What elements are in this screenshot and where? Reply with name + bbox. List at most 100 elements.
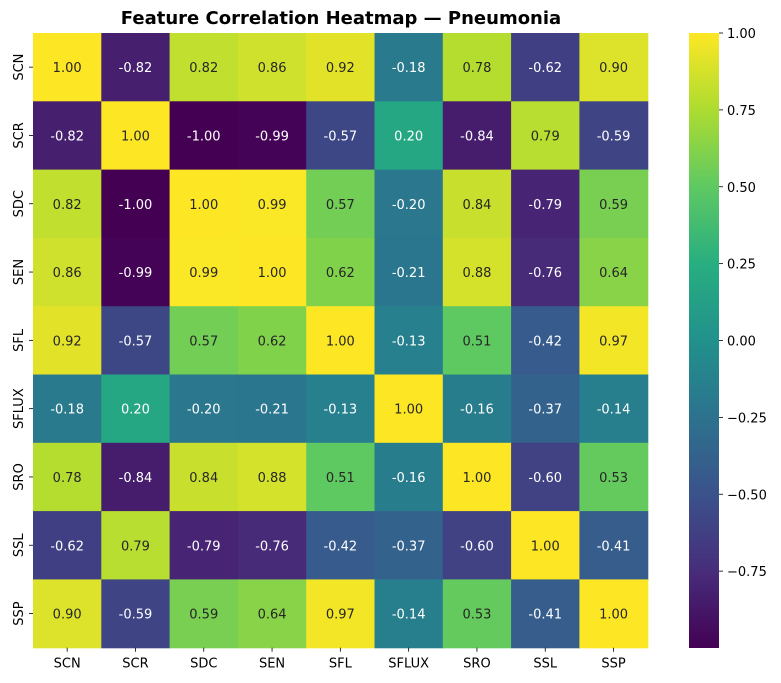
cell-value-label: 0.64 (599, 266, 628, 281)
cell-value-label: -0.18 (50, 403, 84, 418)
colorbar-axis: 1.00 0.75 0.50 0.25 0.00 −0.25 −0.50 −0.75 (719, 27, 767, 580)
heatmap-cell (511, 237, 580, 307)
heatmap-cell (306, 511, 376, 580)
heatmap-cell (33, 306, 102, 376)
colorbar-tick-label: 0.50 (727, 181, 756, 196)
cell-value-label: -0.21 (255, 403, 289, 418)
heatmap-cell (442, 442, 512, 512)
cell-value-label: -0.14 (392, 608, 426, 623)
cell-value-label: -1.00 (119, 198, 153, 213)
colorbar-tick-label: 0.75 (727, 104, 756, 119)
cell-value-label: 0.86 (53, 266, 82, 281)
colorbar-tick-label: −0.75 (727, 565, 767, 580)
heatmap-cell (101, 306, 171, 376)
cell-value-label: -0.99 (255, 129, 289, 144)
cell-value-label: -0.60 (528, 471, 562, 486)
cell-value-label: -0.76 (255, 539, 289, 554)
cell-value-label: -0.82 (50, 129, 84, 144)
cell-value-label: 0.97 (599, 334, 628, 349)
cell-value-label: 0.82 (53, 198, 82, 213)
cell-value-label: 0.84 (462, 198, 491, 213)
cell-value-label: -0.84 (119, 471, 153, 486)
heatmap-cell (442, 169, 512, 239)
cell-value-label: 0.62 (326, 266, 355, 281)
x-tick-label: SDC (190, 657, 217, 672)
heatmap-cell (374, 169, 444, 239)
cell-value-label: 0.79 (121, 539, 150, 554)
heatmap-cell (579, 101, 649, 171)
cell-value-label: 0.59 (599, 198, 628, 213)
heatmap-cell (579, 442, 649, 512)
x-tick-label: SSL (533, 657, 558, 672)
heatmap-cell (511, 374, 580, 444)
x-tick-label: SCN (54, 657, 81, 672)
cell-value-label: -0.62 (50, 539, 84, 554)
cell-value-label: 0.53 (462, 608, 491, 623)
cell-value-label: -0.84 (460, 129, 494, 144)
x-tick-label: SFLUX (388, 657, 429, 672)
y-tick-label: SCN (12, 54, 27, 81)
cell-value-label: 0.57 (189, 334, 218, 349)
cell-value-label: 0.84 (189, 471, 218, 486)
y-tick-label: SCR (12, 122, 27, 148)
heatmap-cell (579, 579, 649, 649)
heatmap-cell (306, 374, 376, 444)
cell-value-label: -0.59 (597, 129, 631, 144)
cell-value-label: -0.57 (119, 334, 153, 349)
heatmap-cell (33, 237, 102, 307)
cell-value-label: -0.20 (187, 403, 221, 418)
cell-value-label: -0.42 (528, 334, 562, 349)
y-axis: SCN SCR SDC SEN SFL SFLUX SRO SSL SSP (12, 54, 33, 626)
heatmap-cell (374, 579, 444, 649)
heatmap-cell (169, 237, 239, 307)
heatmap-cell (33, 442, 102, 512)
heatmap-cell (442, 237, 512, 307)
cell-value-label: 0.51 (326, 471, 355, 486)
cell-value-label: -0.37 (528, 403, 562, 418)
y-tick-label: SRO (12, 463, 27, 491)
heatmap-cell (101, 237, 171, 307)
colorbar-tick-label: −0.25 (727, 411, 767, 426)
heatmap-cell (579, 511, 649, 580)
heatmap-cell (237, 306, 307, 376)
cell-value-label: -0.14 (597, 403, 631, 418)
heatmap-cell (237, 374, 307, 444)
cell-value-label: 0.88 (462, 266, 491, 281)
cell-value-label: 0.79 (531, 129, 560, 144)
heatmap-cell (169, 442, 239, 512)
cell-value-label: -0.41 (597, 539, 631, 554)
colorbar (689, 33, 719, 648)
cell-value-label: 0.78 (53, 471, 82, 486)
cell-value-label: 0.88 (258, 471, 287, 486)
heatmap-cell (169, 579, 239, 649)
cell-value-label: 1.00 (394, 403, 423, 418)
cell-value-label: -0.99 (119, 266, 153, 281)
heatmap-cell (169, 169, 239, 239)
heatmap-cell (511, 511, 580, 580)
heatmap-cell (101, 101, 171, 171)
heatmap-cell (101, 511, 171, 580)
heatmap-cell (237, 579, 307, 649)
heatmap-cell (33, 101, 102, 171)
cell-value-label: 1.00 (121, 129, 150, 144)
heatmap-cell (306, 169, 376, 239)
heatmap-cell (511, 33, 580, 102)
y-tick-label: SDC (12, 190, 27, 217)
cell-value-label: -0.57 (324, 129, 358, 144)
cell-value-label: 0.62 (258, 334, 287, 349)
cell-value-label: -0.13 (324, 403, 358, 418)
cell-value-label: -0.20 (392, 198, 426, 213)
heatmap-cell (33, 33, 102, 102)
cell-value-label: -0.16 (392, 471, 426, 486)
x-axis: SCN SCR SDC SEN SFL SFLUX SRO SSL SSP (54, 647, 626, 672)
y-tick-label: SSL (12, 533, 27, 558)
heatmap-cell (374, 511, 444, 580)
cell-value-label: 0.90 (53, 608, 82, 623)
cell-value-label: -0.76 (528, 266, 562, 281)
cell-value-label: 1.00 (53, 61, 82, 76)
cell-value-label: -0.37 (392, 539, 426, 554)
cell-value-label: 0.82 (189, 61, 218, 76)
cell-value-label: 1.00 (531, 539, 560, 554)
cell-value-label: 1.00 (189, 198, 218, 213)
cell-value-label: -0.21 (392, 266, 426, 281)
